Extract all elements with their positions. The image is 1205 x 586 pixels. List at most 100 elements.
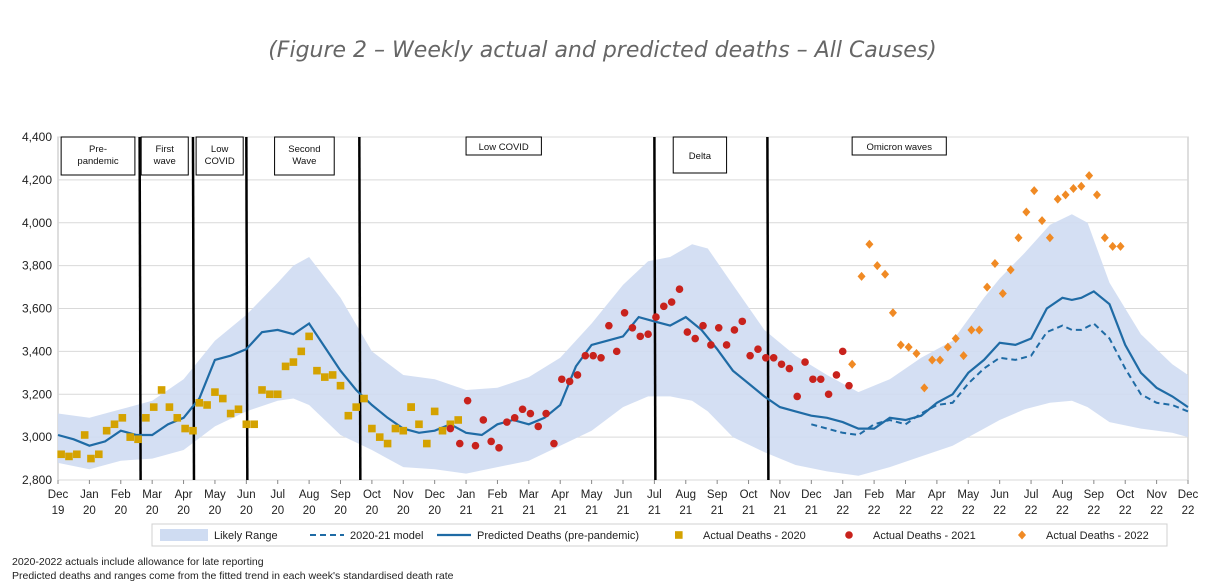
x-tick-year: 22	[1025, 505, 1038, 517]
actual-deaths-points	[57, 171, 1125, 463]
point-2022	[967, 325, 976, 335]
point-2022	[1077, 181, 1086, 191]
point-2020	[321, 373, 329, 381]
x-tick-month: Aug	[1052, 489, 1072, 501]
point-2022	[1061, 190, 1070, 200]
point-2021	[636, 332, 645, 341]
point-2020	[289, 358, 298, 366]
point-2020	[181, 424, 189, 433]
x-tick-month: Aug	[676, 489, 696, 501]
point-2020	[313, 366, 321, 375]
point-2022	[998, 288, 1007, 298]
point-2022	[1085, 171, 1094, 181]
point-2020	[438, 426, 447, 435]
point-2022	[857, 271, 866, 281]
x-tick-month: Jul	[647, 489, 662, 501]
point-2021	[542, 409, 550, 418]
x-tick-month: Jan	[457, 489, 476, 501]
x-tick-year: 20	[83, 505, 96, 517]
point-2021	[777, 360, 786, 369]
y-tick-label: 3,200	[22, 387, 52, 401]
point-2020	[95, 450, 103, 459]
x-tick-month: Mar	[896, 489, 916, 501]
legend-label: Likely Range	[214, 530, 278, 542]
y-tick-label: 2,800	[22, 473, 52, 487]
legend-swatch-2020	[675, 531, 683, 539]
point-2022	[1053, 194, 1062, 204]
point-2021	[832, 371, 841, 379]
point-2021	[534, 422, 543, 431]
x-tick-month: Jul	[270, 489, 285, 501]
point-2020	[126, 433, 134, 441]
point-2022	[943, 342, 952, 352]
x-tick-year: 21	[491, 505, 504, 517]
x-tick-month: Dec	[48, 489, 69, 501]
point-2020	[157, 386, 166, 394]
point-2020	[65, 452, 73, 461]
point-2021	[838, 347, 847, 356]
point-2020	[102, 426, 111, 435]
point-2022	[1014, 233, 1023, 243]
point-2022	[951, 334, 960, 344]
point-2021	[801, 358, 809, 366]
point-2021	[446, 424, 455, 433]
point-2021	[754, 345, 762, 354]
x-tick-year: 20	[334, 505, 347, 517]
point-2020	[242, 420, 251, 429]
point-2020	[328, 371, 337, 379]
point-2021	[612, 347, 621, 356]
period-label: pandemic	[77, 156, 118, 167]
point-2020	[391, 424, 400, 433]
point-2022	[881, 269, 890, 279]
point-2021	[707, 341, 715, 349]
point-2020	[73, 450, 81, 459]
point-2021	[816, 375, 825, 384]
legend-swatch-2021	[845, 531, 853, 539]
x-tick-year: 22	[1119, 505, 1132, 517]
y-tick-label: 3,000	[22, 430, 52, 444]
x-tick-month: Jan	[833, 489, 852, 501]
point-2020	[142, 414, 150, 422]
point-2021	[471, 441, 480, 450]
point-2021	[762, 354, 770, 362]
y-tick-label: 3,800	[22, 259, 52, 273]
x-tick-year: 20	[240, 505, 253, 517]
period-label: Wave	[292, 156, 316, 167]
x-tick-month: Jul	[1024, 489, 1039, 501]
point-2021	[793, 392, 802, 401]
x-tick-year: 20	[177, 505, 190, 517]
x-tick-month: Dec	[1178, 489, 1199, 501]
legend-swatch-2022	[1018, 530, 1026, 540]
x-tick-month: Jun	[237, 489, 256, 501]
point-2022	[865, 239, 874, 249]
point-2020	[234, 405, 243, 414]
point-2022	[920, 383, 929, 393]
point-2021	[565, 377, 574, 386]
point-2021	[644, 330, 652, 339]
point-2020	[258, 386, 266, 394]
x-tick-year: 22	[1087, 505, 1100, 517]
point-2021	[495, 444, 503, 452]
figure-caption: (Figure 2 – Weekly actual and predicted …	[268, 38, 937, 63]
period-label: wave	[153, 156, 176, 167]
point-2022	[983, 282, 992, 292]
point-2021	[597, 354, 605, 362]
point-2020	[297, 347, 306, 356]
point-2020	[165, 403, 174, 411]
period-divider	[766, 136, 770, 481]
point-2020	[250, 420, 258, 429]
point-2021	[746, 351, 754, 360]
legend-label: Predicted Deaths (pre-pandemic)	[477, 530, 639, 542]
x-tick-year: 22	[993, 505, 1006, 517]
period-label: Pre-	[89, 144, 107, 155]
y-tick-label: 3,600	[22, 302, 52, 316]
x-tick-month: Oct	[1116, 489, 1135, 501]
point-2021	[487, 437, 495, 446]
point-2021	[738, 317, 747, 326]
point-2020	[273, 390, 282, 399]
y-tick-label: 4,000	[22, 216, 52, 230]
point-2020	[173, 414, 182, 422]
period-label: COVID	[205, 156, 235, 167]
x-tick-month: Nov	[1146, 489, 1167, 501]
point-2020	[344, 411, 353, 420]
